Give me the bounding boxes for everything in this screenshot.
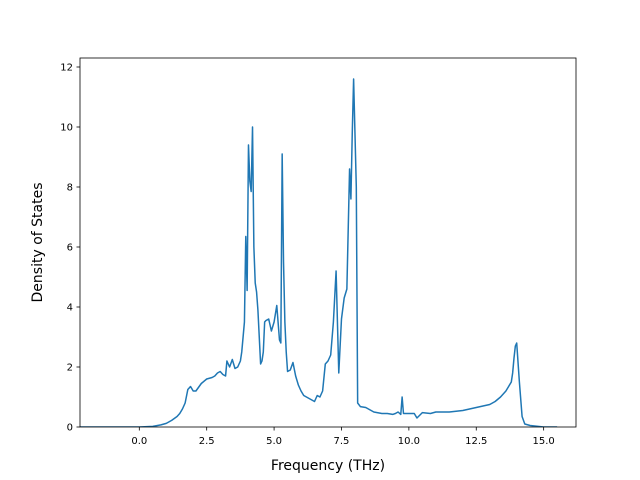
axes-frame <box>79 57 577 428</box>
x-axis-label: Frequency (THz) <box>271 458 385 474</box>
y-tick-label: 0 <box>67 423 73 434</box>
x-tick-label: 5.0 <box>266 436 282 447</box>
y-tick-label: 2 <box>67 363 73 374</box>
series-line-0 <box>80 78 558 427</box>
y-tick-label: 6 <box>67 243 73 254</box>
x-tick-label: 0.0 <box>131 436 147 447</box>
y-tick-label: 4 <box>67 303 73 314</box>
plot-layer <box>80 78 558 427</box>
y-tick-label: 10 <box>60 123 73 134</box>
y-axis-label: Density of States <box>30 183 46 303</box>
y-tick-label: 8 <box>67 183 73 194</box>
x-tick-label: 12.5 <box>465 436 487 447</box>
x-tick-label: 2.5 <box>199 436 215 447</box>
y-tick-label: 12 <box>60 63 73 74</box>
x-tick-label: 7.5 <box>334 436 350 447</box>
x-tick-label: 15.0 <box>533 436 555 447</box>
x-tick-label: 10.0 <box>398 436 420 447</box>
axes-layer: 0.0 2.5 5.0 7.5 10.0 12.5 15.0 0 2 4 6 8 10 12 <box>60 57 577 447</box>
